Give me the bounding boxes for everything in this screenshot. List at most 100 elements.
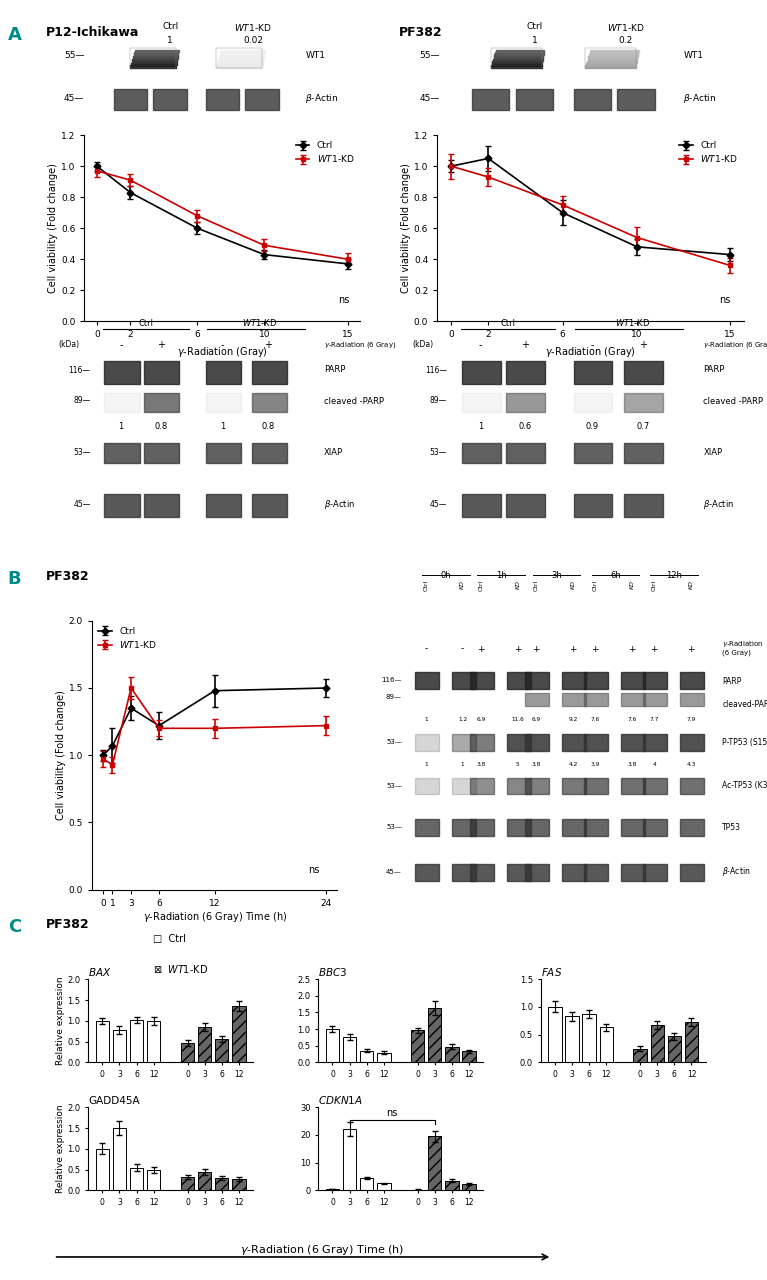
- Text: P12-Ichikawa: P12-Ichikawa: [46, 26, 140, 38]
- Text: ns: ns: [387, 1108, 398, 1119]
- Bar: [206, 494, 241, 517]
- Text: WT1: WT1: [305, 51, 325, 60]
- Text: 4.3: 4.3: [686, 763, 696, 768]
- Text: 12h: 12h: [667, 571, 683, 580]
- Bar: [452, 864, 476, 881]
- Bar: [643, 735, 667, 751]
- Text: +: +: [687, 645, 695, 654]
- Bar: [147, 1170, 160, 1190]
- Text: 53—: 53—: [430, 448, 447, 457]
- Bar: [130, 65, 176, 68]
- Bar: [621, 819, 645, 836]
- Text: -: -: [461, 645, 464, 654]
- Text: TP53: TP53: [723, 823, 741, 832]
- Text: 3.8: 3.8: [476, 763, 486, 768]
- Text: 53—: 53—: [386, 740, 402, 745]
- Bar: [216, 1178, 229, 1190]
- Bar: [680, 778, 704, 794]
- Text: PF382: PF382: [46, 570, 90, 582]
- Text: $\beta$-Actin: $\beta$-Actin: [324, 498, 354, 511]
- Bar: [206, 443, 241, 463]
- Bar: [562, 819, 586, 836]
- Bar: [428, 1137, 442, 1190]
- Text: 3.8: 3.8: [627, 763, 637, 768]
- Bar: [232, 1179, 245, 1190]
- Text: 0h: 0h: [441, 571, 452, 580]
- Text: 3.9: 3.9: [591, 763, 600, 768]
- Text: cleaved -PARP: cleaved -PARP: [703, 397, 763, 406]
- Bar: [216, 1038, 229, 1062]
- Bar: [494, 56, 543, 59]
- Text: $\beta$-Actin: $\beta$-Actin: [703, 498, 735, 511]
- Bar: [643, 672, 667, 689]
- Bar: [680, 864, 704, 881]
- Text: 1: 1: [220, 422, 225, 431]
- Bar: [130, 1020, 143, 1062]
- Text: +: +: [639, 340, 647, 349]
- Bar: [181, 1043, 194, 1062]
- Bar: [685, 1021, 698, 1062]
- X-axis label: $\gamma$-Radiation (Gray): $\gamma$-Radiation (Gray): [545, 344, 636, 358]
- Bar: [415, 735, 439, 751]
- Bar: [525, 819, 549, 836]
- Bar: [452, 778, 476, 794]
- Text: Ctrl: Ctrl: [652, 580, 657, 591]
- Text: C: C: [8, 918, 21, 936]
- Text: $\gamma$-Radiation (6 Gray): $\gamma$-Radiation (6 Gray): [324, 340, 396, 349]
- Text: KD: KD: [689, 580, 693, 589]
- Bar: [591, 50, 638, 52]
- Text: XIAP: XIAP: [703, 448, 723, 457]
- Bar: [220, 52, 265, 55]
- Bar: [326, 1189, 339, 1190]
- Bar: [584, 819, 608, 836]
- Bar: [114, 88, 147, 110]
- Text: +: +: [591, 645, 599, 654]
- Bar: [617, 88, 654, 110]
- Bar: [219, 59, 263, 61]
- Bar: [680, 672, 704, 689]
- Bar: [216, 49, 262, 68]
- Bar: [588, 56, 637, 59]
- Text: 0.02: 0.02: [243, 36, 263, 45]
- Text: 89—: 89—: [430, 397, 447, 406]
- Text: 1h: 1h: [496, 571, 507, 580]
- Text: $\it{WT1}$-KD: $\it{WT1}$-KD: [615, 316, 650, 328]
- Bar: [104, 361, 140, 384]
- Text: $\beta$-Actin: $\beta$-Actin: [683, 92, 716, 105]
- Bar: [144, 494, 179, 517]
- Text: 45—: 45—: [73, 499, 91, 508]
- Text: PF382: PF382: [399, 26, 443, 38]
- Bar: [643, 692, 667, 707]
- Text: ns: ns: [308, 865, 319, 876]
- Text: $\beta$-Actin: $\beta$-Actin: [723, 865, 751, 878]
- Bar: [525, 692, 549, 707]
- Bar: [585, 65, 636, 68]
- Legend: Ctrl, $\it{WT1}$-KD: Ctrl, $\it{WT1}$-KD: [677, 140, 739, 166]
- Text: XIAP: XIAP: [324, 448, 343, 457]
- Bar: [584, 672, 608, 689]
- Text: $\gamma$-Radiation
(6 Gray): $\gamma$-Radiation (6 Gray): [723, 639, 764, 657]
- Bar: [492, 61, 542, 63]
- Bar: [491, 65, 542, 68]
- Bar: [198, 1171, 212, 1190]
- Text: 0.8: 0.8: [154, 422, 168, 431]
- Text: cleaved-PARP: cleaved-PARP: [723, 700, 767, 709]
- Bar: [574, 361, 612, 384]
- Bar: [130, 1167, 143, 1190]
- Text: 3.8: 3.8: [532, 763, 541, 768]
- Text: A: A: [8, 26, 21, 44]
- Y-axis label: Relative expression: Relative expression: [56, 1105, 64, 1193]
- Bar: [492, 63, 542, 65]
- Bar: [198, 1027, 212, 1062]
- Bar: [582, 1014, 596, 1062]
- Bar: [104, 393, 140, 412]
- Text: 45—: 45—: [430, 499, 447, 508]
- Text: +: +: [514, 645, 522, 654]
- Text: $\it{WT1}$-KD: $\it{WT1}$-KD: [242, 316, 277, 328]
- Bar: [562, 864, 586, 881]
- Text: -: -: [120, 340, 123, 349]
- Text: PF382: PF382: [46, 918, 90, 931]
- Text: 1: 1: [461, 763, 465, 768]
- Bar: [360, 1051, 374, 1062]
- Text: 45—: 45—: [64, 93, 84, 104]
